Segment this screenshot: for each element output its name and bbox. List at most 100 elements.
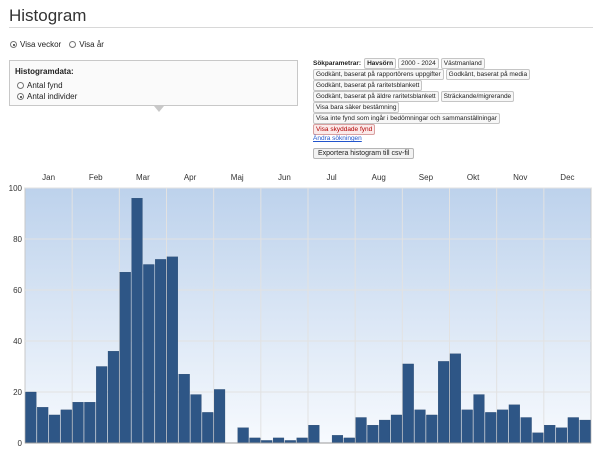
search-param-chip[interactable]: Godkänt, baserat på raritetsblankett bbox=[313, 80, 423, 91]
histogram-bar bbox=[272, 437, 285, 444]
month-label: Jul bbox=[326, 173, 336, 182]
change-search-link[interactable]: Ändra sökningen bbox=[313, 135, 362, 142]
search-param-chip[interactable]: Godkänt, baserat på äldre raritetsblanke… bbox=[313, 91, 439, 102]
search-param-chip[interactable]: Visa bara säker bestämning bbox=[313, 102, 400, 113]
search-params-label: Sökparametrar: bbox=[313, 60, 362, 67]
histogram-bar bbox=[84, 402, 96, 444]
month-label: Jan bbox=[42, 173, 55, 182]
histogram-data-title: Histogramdata: bbox=[15, 67, 74, 76]
search-param-row: Visa bara säker bestämning bbox=[313, 102, 598, 113]
histogram-bar bbox=[308, 424, 320, 444]
y-tick-label: 0 bbox=[18, 439, 23, 448]
histogram-bar bbox=[473, 394, 485, 444]
histogram-bar bbox=[402, 363, 414, 444]
histogram-bar bbox=[520, 417, 532, 444]
histogram-bar bbox=[48, 414, 61, 444]
search-param-chip[interactable]: Havsörn bbox=[364, 58, 397, 69]
search-param-row: Godkänt, baserat på raritetsblankett bbox=[313, 80, 598, 91]
histogram-bar bbox=[202, 412, 214, 444]
option-antal-fynd[interactable]: Antal fynd bbox=[17, 81, 63, 90]
month-label: Sep bbox=[419, 173, 434, 182]
histogram-bar bbox=[190, 394, 202, 444]
option-antal-individer[interactable]: Antal individer bbox=[17, 92, 77, 101]
histogram-bar bbox=[131, 198, 143, 444]
label-antal-fynd[interactable]: Antal fynd bbox=[27, 81, 63, 90]
search-param-chip[interactable]: Västmanland bbox=[440, 58, 485, 69]
y-tick-label: 20 bbox=[13, 388, 22, 397]
histogram-bar bbox=[343, 437, 355, 444]
histogram-bar bbox=[426, 414, 438, 444]
y-tick-label: 40 bbox=[13, 337, 22, 346]
y-tick-label: 100 bbox=[9, 184, 23, 193]
search-param-row: Visa inte fynd som ingår i bedömningar o… bbox=[313, 113, 598, 124]
histogram-bar bbox=[390, 414, 402, 444]
search-param-chip[interactable]: Godkänt, baserat på rapportörens uppgift… bbox=[313, 69, 444, 80]
histogram-bar bbox=[497, 409, 509, 444]
histogram-bar bbox=[37, 407, 49, 444]
histogram-bar bbox=[296, 437, 308, 444]
label-antal-individer[interactable]: Antal individer bbox=[27, 92, 78, 101]
month-label: Mar bbox=[136, 173, 150, 182]
histogram-bar bbox=[355, 417, 367, 444]
month-label: Aug bbox=[372, 173, 386, 182]
histogram-bar bbox=[60, 409, 72, 444]
month-label: Jun bbox=[278, 173, 291, 182]
histogram-bar bbox=[461, 409, 473, 444]
search-param-row: Sökparametrar: Havsörn 2000 - 2024 Västmanl… bbox=[313, 58, 598, 69]
search-param-chip[interactable]: Visa skyddade fynd bbox=[313, 124, 376, 135]
histogram-bar bbox=[379, 419, 391, 444]
radio-visa-ar[interactable] bbox=[69, 41, 77, 48]
histogram-bar bbox=[25, 391, 37, 444]
histogram-bar bbox=[438, 361, 450, 444]
histogram-bar bbox=[143, 264, 155, 444]
month-label: Dec bbox=[560, 173, 574, 182]
month-label: Maj bbox=[231, 173, 244, 182]
histogram-bar bbox=[178, 373, 190, 444]
histogram-bar bbox=[214, 389, 226, 444]
search-param-chip[interactable]: 2000 - 2024 bbox=[398, 58, 439, 69]
page-title: Histogram bbox=[9, 6, 87, 25]
search-param-row: Visa skyddade fynd bbox=[313, 124, 598, 135]
histogram-bar bbox=[249, 437, 261, 444]
radio-antal-fynd[interactable] bbox=[17, 82, 24, 89]
month-label: Apr bbox=[184, 173, 197, 182]
search-param-chip[interactable]: Visa inte fynd som ingår i bedömningar o… bbox=[313, 113, 500, 124]
month-label: Okt bbox=[467, 173, 480, 182]
y-tick-label: 80 bbox=[13, 235, 22, 244]
histogram-bar bbox=[237, 427, 249, 444]
radio-label-visa-veckor[interactable]: Visa veckor bbox=[20, 40, 62, 49]
histogram-bar bbox=[107, 351, 119, 444]
histogram-bar bbox=[532, 432, 544, 444]
month-label: Feb bbox=[89, 173, 103, 182]
radio-visa-veckor[interactable] bbox=[10, 41, 17, 48]
export-csv-button[interactable]: Exportera histogram till csv-fil bbox=[313, 148, 415, 159]
month-label: Nov bbox=[513, 173, 527, 182]
histogram-bar bbox=[449, 353, 461, 444]
search-param-row: Godkänt, baserat på äldre raritetsblanke… bbox=[313, 91, 598, 102]
view-options: Visa veckor Visa år bbox=[10, 40, 112, 49]
panel-pointer-arrow bbox=[154, 106, 164, 112]
search-param-row: Godkänt, baserat på rapportörens uppgift… bbox=[313, 69, 598, 80]
histogram-bar bbox=[508, 404, 520, 444]
histogram-bar bbox=[367, 424, 379, 444]
histogram-bar bbox=[72, 402, 84, 444]
histogram-bar bbox=[414, 409, 426, 444]
histogram-bar bbox=[166, 256, 178, 444]
histogram-chart: 0 20 40 60 80 100 Jan Feb Mar Apr Maj Jun Jul Aug Sep O… bbox=[0, 166, 603, 452]
radio-label-visa-ar[interactable]: Visa år bbox=[79, 40, 104, 49]
search-param-chip[interactable]: Godkänt, baserat på media bbox=[445, 69, 531, 80]
radio-antal-individer[interactable] bbox=[17, 93, 24, 100]
histogram-bar bbox=[555, 427, 568, 444]
histogram-bar bbox=[119, 272, 131, 444]
histogram-bar bbox=[579, 419, 591, 444]
search-param-chip[interactable]: Sträckande/migrerande bbox=[440, 91, 515, 102]
histogram-bar bbox=[544, 424, 556, 444]
y-tick-label: 60 bbox=[13, 286, 22, 295]
search-parameters: Sökparametrar: Havsörn 2000 - 2024 Västmanl… bbox=[313, 58, 598, 159]
histogram-bar bbox=[331, 435, 344, 444]
histogram-bar bbox=[155, 259, 167, 444]
histogram-svg: 0 20 40 60 80 100 Jan Feb Mar Apr Maj Jun Jul Aug Sep O… bbox=[9, 173, 592, 448]
title-divider bbox=[9, 27, 593, 28]
histogram-bar bbox=[567, 417, 579, 444]
histogram-data-panel: Histogramdata: Antal fynd Antal individe… bbox=[9, 60, 298, 106]
